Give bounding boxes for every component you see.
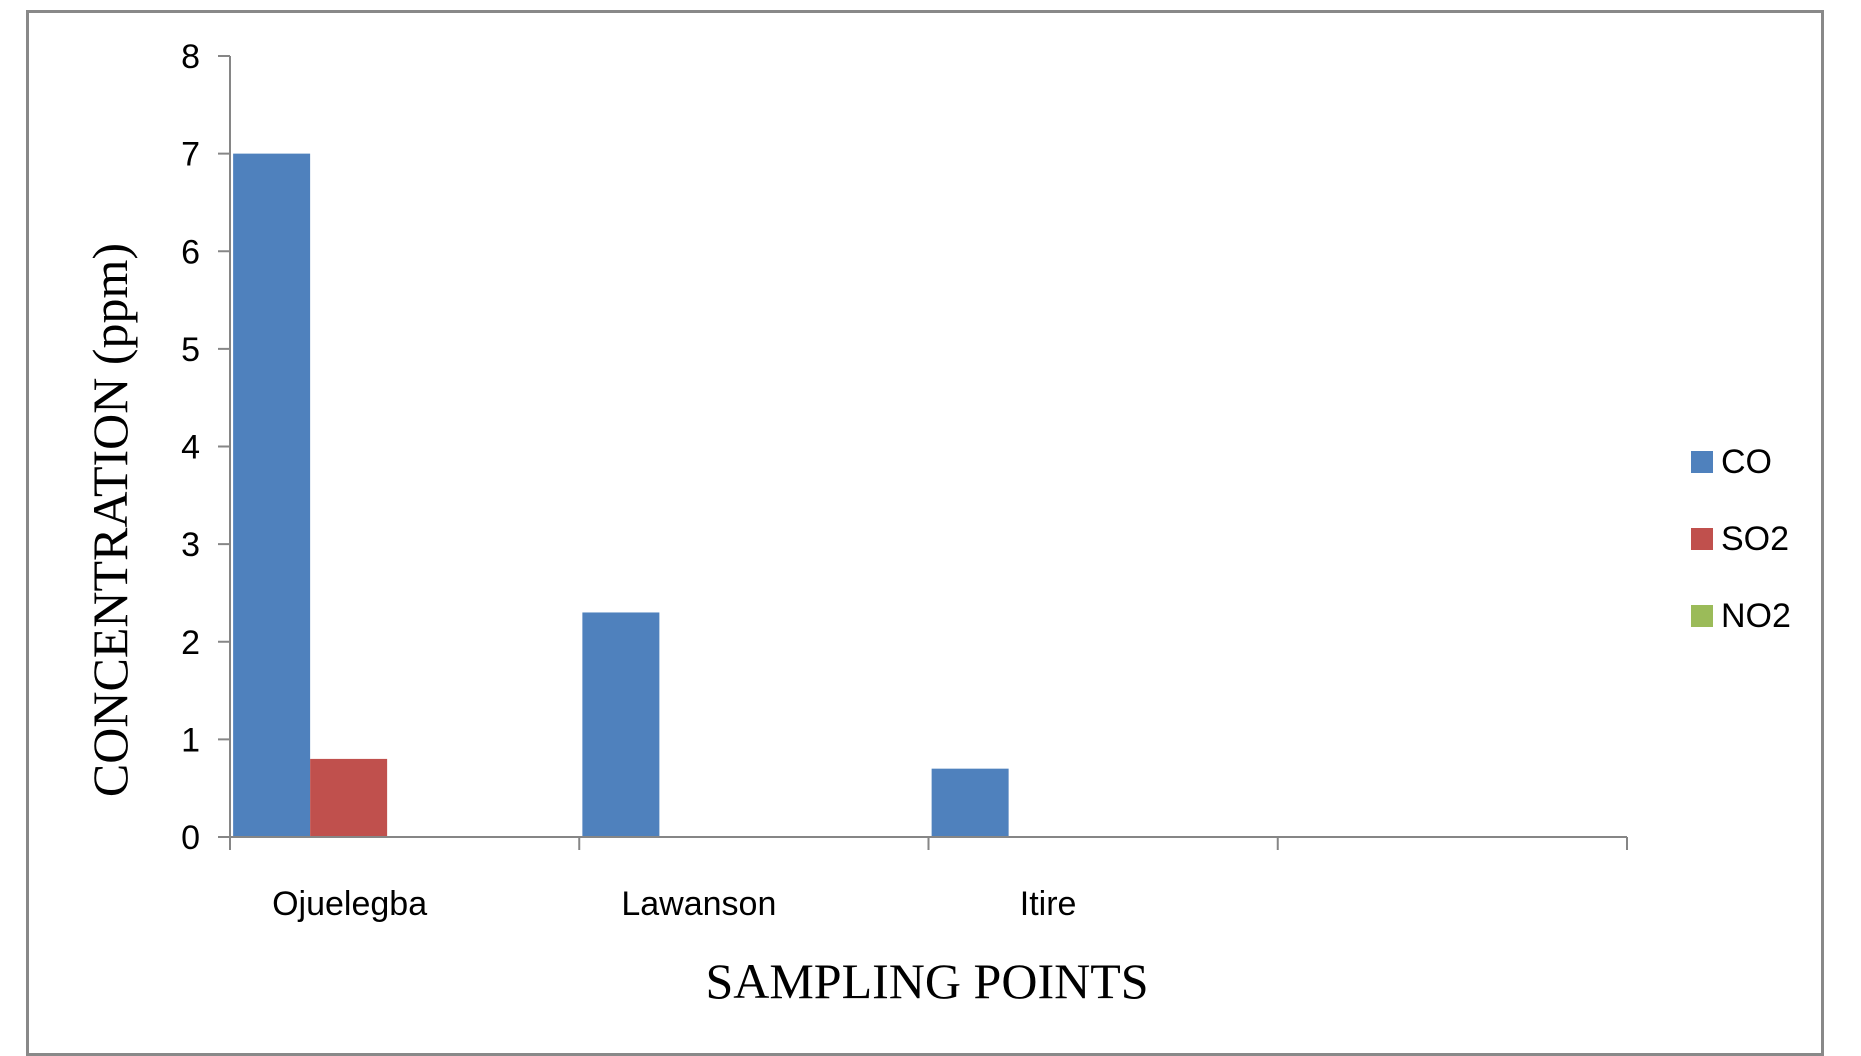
x-axis-ticks: Ojuelegba Lawanson Itire (229, 837, 1628, 923)
legend-label-co: CO (1721, 443, 1772, 481)
bar-so2-ojuelegba (310, 758, 388, 837)
bar-co-itire (931, 768, 1009, 837)
x-category-label: Lawanson (621, 885, 776, 923)
bar-co-ojuelegba (233, 153, 311, 837)
y-axis-ticks: 0 1 2 3 4 5 6 7 8 (181, 38, 230, 857)
chart-frame (26, 10, 1824, 1056)
y-tick-label: 1 (181, 721, 200, 759)
legend-swatch-so2 (1691, 528, 1713, 550)
legend-label-no2: NO2 (1721, 597, 1791, 635)
legend-label-so2: SO2 (1721, 520, 1789, 558)
y-tick-label: 6 (181, 233, 200, 271)
x-category-label: Ojuelegba (272, 885, 427, 923)
legend-swatch-no2 (1691, 605, 1713, 627)
y-tick-label: 5 (181, 331, 200, 369)
bar-co-lawanson (582, 612, 660, 837)
y-tick-label: 8 (181, 38, 200, 76)
x-axis-title: SAMPLING POINTS (705, 953, 1148, 1009)
legend: CO SO2 NO2 (1691, 443, 1791, 635)
y-tick-label: 4 (181, 429, 200, 467)
plot-area (233, 153, 1009, 837)
y-axis-title: CONCENTRATION (ppm) (82, 243, 138, 797)
y-tick-label: 3 (181, 526, 200, 564)
legend-swatch-co (1691, 451, 1713, 473)
y-tick-label: 7 (181, 136, 200, 174)
y-tick-label: 0 (181, 819, 200, 857)
x-category-label: Itire (1020, 885, 1077, 923)
y-tick-label: 2 (181, 624, 200, 662)
